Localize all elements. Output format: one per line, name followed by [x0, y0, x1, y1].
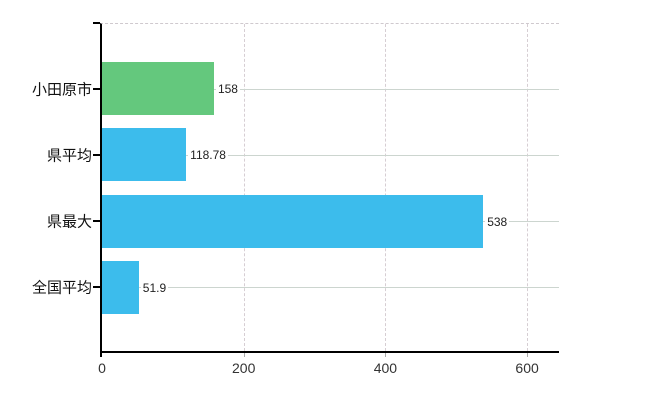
horizontal-gridline — [102, 287, 559, 289]
horizontal-gridline — [102, 88, 559, 90]
bar-3 — [102, 194, 484, 248]
y-axis-top-tick — [93, 22, 100, 24]
y-axis-category-tick — [93, 87, 100, 90]
y-axis-category-tick — [93, 153, 100, 156]
x-axis-tick — [385, 353, 387, 357]
vertical-gridline — [243, 24, 245, 351]
vertical-gridline — [385, 24, 387, 351]
bar-1 — [102, 62, 214, 115]
category-label: 小田原市 — [31, 81, 92, 98]
x-axis-tick — [527, 353, 529, 357]
value-label: 538 — [485, 214, 510, 229]
x-axis-tick — [100, 353, 102, 357]
category-label: 県最大 — [46, 213, 92, 231]
x-axis-tick-label: 0 — [98, 360, 106, 376]
x-axis-tick — [243, 353, 245, 357]
vertical-gridline — [527, 24, 529, 351]
y-axis-category-tick — [93, 220, 100, 223]
x-axis-tick-label: 400 — [373, 360, 398, 376]
y-axis-category-tick — [93, 286, 100, 289]
bar-4 — [102, 260, 139, 314]
x-axis-tick-label: 600 — [515, 360, 539, 376]
value-label: 51.9 — [140, 280, 169, 295]
value-label: 118.78 — [188, 148, 228, 163]
value-label: 158 — [215, 82, 240, 96]
horizontal-gridline — [102, 154, 559, 156]
category-label: 県平均 — [46, 147, 92, 165]
bar-2 — [102, 128, 187, 182]
x-axis-tick-label: 200 — [232, 360, 256, 376]
category-label: 全国平均 — [31, 279, 92, 297]
plot-area: 158 118.78 538 51.9 — [93, 22, 559, 357]
